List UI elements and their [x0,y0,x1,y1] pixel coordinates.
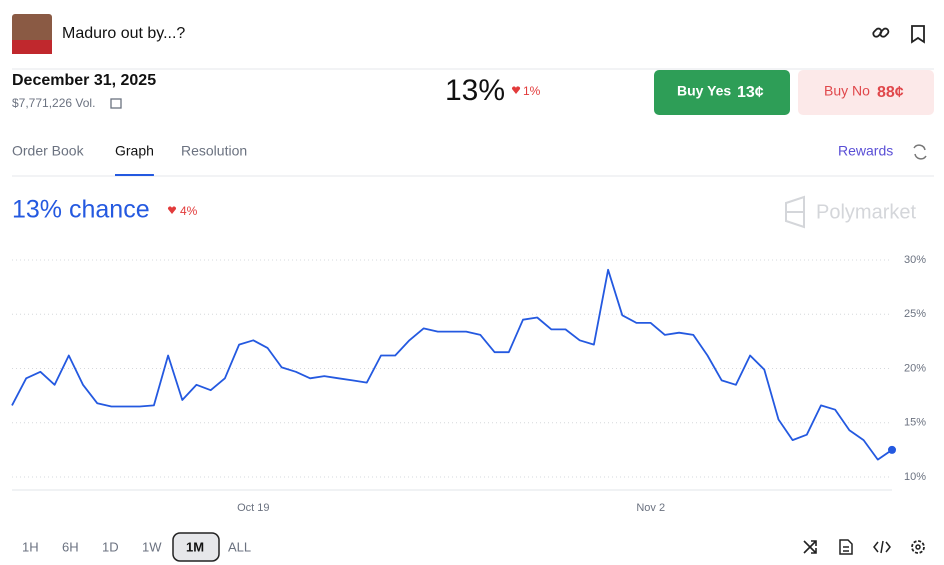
shuffle-icon[interactable] [803,540,817,554]
tab[interactable]: Order Book [12,143,85,159]
range-button[interactable]: 1M [186,539,204,554]
y-tick-label: 10% [904,471,926,483]
settings-icon-core [915,544,921,550]
document-icon[interactable] [839,539,853,555]
range-active-bg[interactable] [172,532,220,562]
range-button[interactable]: 6H [62,539,79,554]
settings-icon[interactable] [911,540,925,554]
market-title: Maduro out by...? [62,25,185,42]
y-tick-label: 15% [904,417,926,429]
buy-no-price[interactable]: 88¢ [877,84,904,101]
price-change: 1% [523,84,541,98]
down-icon [167,206,177,214]
rewards-link[interactable]: Rewards [838,143,893,159]
buy-yes-bg[interactable] [654,70,790,115]
tab[interactable]: Resolution [181,143,247,159]
bookmark-icon[interactable] [911,25,925,44]
y-tick-label: 30% [904,254,926,266]
tab[interactable]: Graph [115,143,154,159]
chart-title: 13% chance [12,196,150,224]
last-point [888,445,896,454]
embed-icon[interactable] [873,540,891,554]
range-button[interactable]: 1W [142,539,162,554]
y-tick-label: 25% [904,308,926,320]
buy-no-button[interactable]: Buy No 88¢ [798,70,934,115]
refresh-icon[interactable] [913,144,927,160]
buy-yes-label[interactable]: Buy Yes [677,83,731,99]
watermark-logo [785,195,805,229]
chart-change: 4% [180,204,198,218]
price-line [11,268,893,461]
range-button[interactable]: ALL [228,539,251,554]
tab-underline [115,174,154,176]
avatar-detail [12,40,52,54]
buy-no-bg[interactable] [798,70,934,115]
range-button[interactable]: 1D [102,539,119,554]
end-date: December 31, 2025 [12,72,156,89]
x-tick-label: Nov 2 [636,502,665,514]
buy-yes-price[interactable]: 13¢ [737,84,764,101]
gift-icon [110,98,122,109]
watermark: Polymarket [816,201,916,223]
link-icon[interactable] [872,27,890,38]
x-tick-label: Oct 19 [237,502,269,514]
volume: $7,771,226 Vol. [12,96,95,110]
buy-yes-button[interactable]: Buy Yes 13¢ [654,70,790,115]
price: 13% [445,74,505,107]
range-button[interactable]: 1H [22,539,39,554]
buy-no-label[interactable]: Buy No [824,83,870,99]
y-tick-label: 20% [904,362,926,374]
down-icon [511,86,521,94]
